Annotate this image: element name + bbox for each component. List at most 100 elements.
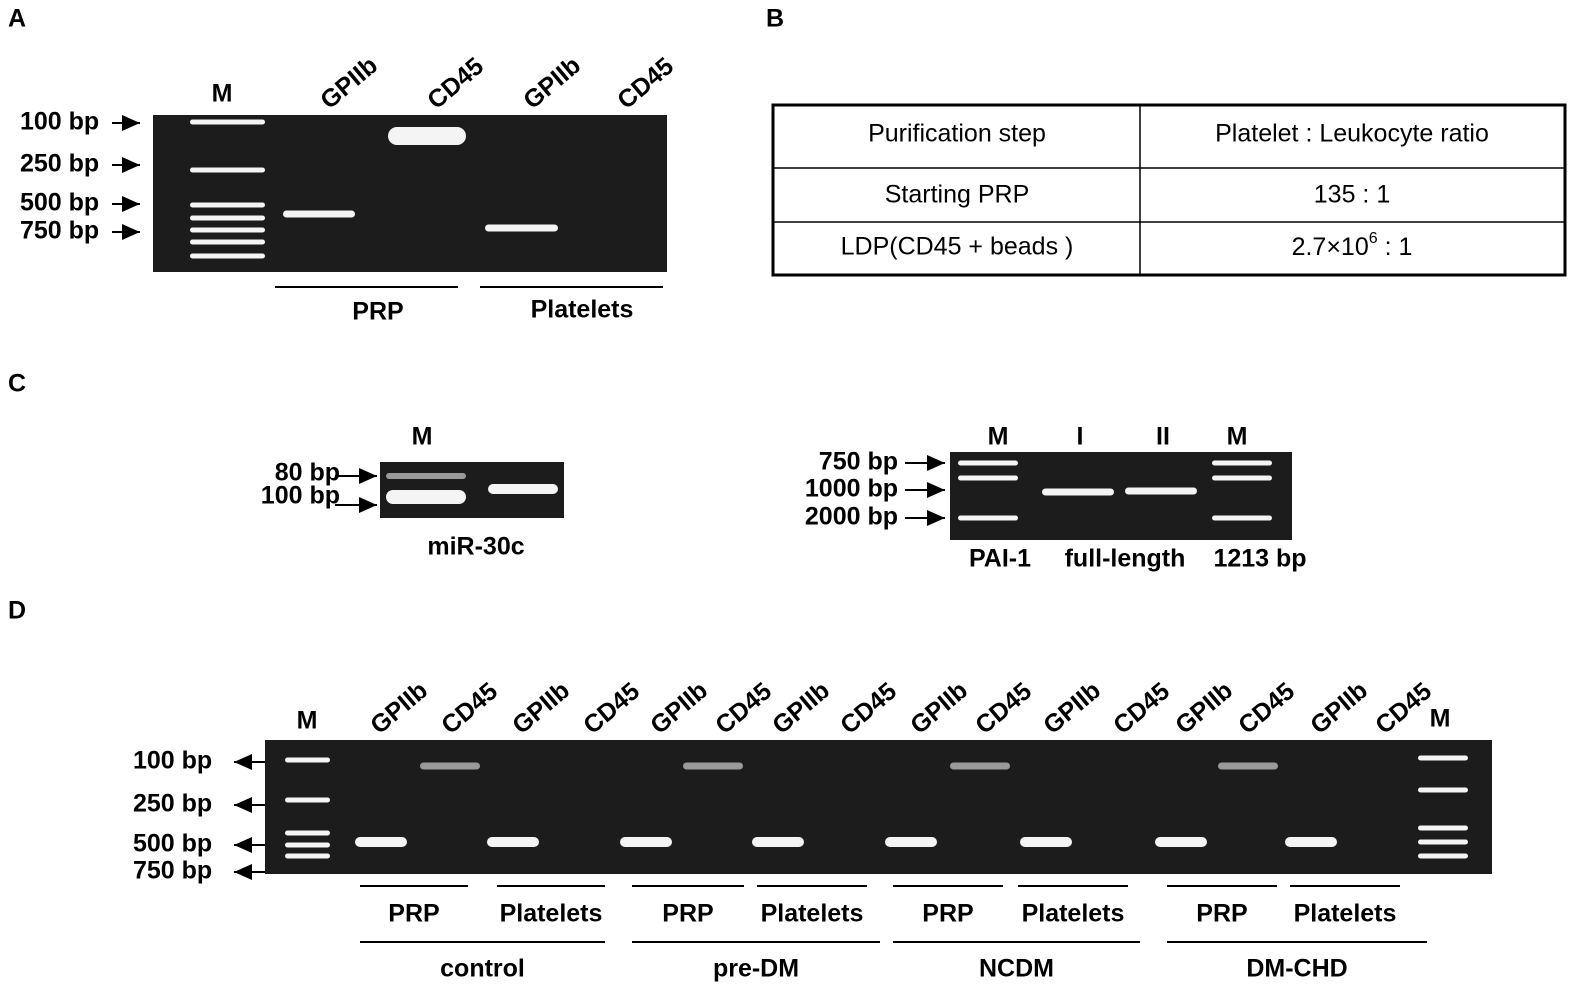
label: 500 bp xyxy=(20,189,99,217)
label: 1213 bp xyxy=(1213,545,1306,573)
band xyxy=(752,837,804,847)
cell-exponent: 6 xyxy=(1369,230,1378,247)
band xyxy=(355,837,407,847)
band xyxy=(950,762,1010,770)
band xyxy=(1418,853,1468,859)
label: M xyxy=(1430,705,1451,733)
gel-d xyxy=(265,740,1492,874)
table-cell: LDP(CD45 + beads ) xyxy=(841,233,1074,261)
band xyxy=(620,837,672,847)
label: GPIIb xyxy=(645,676,713,739)
band xyxy=(958,515,1018,521)
band xyxy=(1212,460,1272,466)
label: 1000 bp xyxy=(805,475,898,503)
label: CD45 xyxy=(970,677,1037,740)
band xyxy=(1125,487,1197,495)
label: II xyxy=(1156,423,1170,451)
band xyxy=(885,837,937,847)
label: 2000 bp xyxy=(805,503,898,531)
label: Platelets xyxy=(500,900,603,928)
band xyxy=(1212,515,1272,521)
label: CD45 xyxy=(612,52,679,115)
label: full-length xyxy=(1065,545,1186,573)
band xyxy=(285,830,330,836)
label: 500 bp xyxy=(133,830,212,858)
label: CD45 xyxy=(422,52,489,115)
band xyxy=(285,757,330,763)
label: GPIIb xyxy=(365,676,433,739)
label: CD45 xyxy=(1108,677,1175,740)
label: PRP xyxy=(352,298,403,326)
label: GPIIb xyxy=(315,51,383,114)
band xyxy=(190,215,265,221)
label: control xyxy=(440,955,525,983)
band xyxy=(190,239,265,245)
band xyxy=(1020,837,1072,847)
label: 100 bp xyxy=(133,747,212,775)
label: 250 bp xyxy=(133,790,212,818)
label: M xyxy=(1227,423,1248,451)
label: GPIIb xyxy=(507,676,575,739)
label: Platelets xyxy=(1294,900,1397,928)
label: D xyxy=(8,597,26,625)
label: CD45 xyxy=(1233,677,1300,740)
band xyxy=(1218,762,1278,770)
label: PRP xyxy=(1196,900,1247,928)
table-header: Purification step xyxy=(868,120,1046,148)
table-header: Platelet : Leukocyte ratio xyxy=(1215,120,1489,148)
band xyxy=(958,460,1018,466)
table-b: Purification step Platelet : Leukocyte r… xyxy=(771,103,1567,277)
band xyxy=(485,224,558,232)
label: C xyxy=(8,370,26,398)
band xyxy=(683,762,743,770)
band xyxy=(190,119,265,125)
label: GPIIb xyxy=(518,51,586,114)
band xyxy=(190,227,265,233)
label: 100 bp xyxy=(20,108,99,136)
label: CD45 xyxy=(436,677,503,740)
band xyxy=(1285,837,1337,847)
band xyxy=(1418,825,1468,831)
label: I xyxy=(1077,423,1084,451)
label: GPIIb xyxy=(1038,676,1106,739)
label: PAI-1 xyxy=(969,545,1031,573)
table-cell: 2.7×106 : 1 xyxy=(1292,230,1413,260)
label: Platelets xyxy=(531,296,634,324)
band xyxy=(958,475,1018,481)
label: GPIIb xyxy=(1305,676,1373,739)
gel-c-right xyxy=(950,452,1292,540)
label: GPIIb xyxy=(905,676,973,739)
cell-rest: : 1 xyxy=(1378,233,1413,261)
band xyxy=(388,127,466,145)
label: miR-30c xyxy=(427,533,524,561)
band xyxy=(1418,755,1468,761)
label: 750 bp xyxy=(819,448,898,476)
label: PRP xyxy=(388,900,439,928)
band xyxy=(1212,475,1272,481)
band xyxy=(1418,839,1468,845)
label: M xyxy=(212,80,233,108)
label: CD45 xyxy=(1370,677,1437,740)
band xyxy=(487,837,539,847)
label: M xyxy=(412,423,433,451)
table-cell: Starting PRP xyxy=(885,181,1030,209)
cell-base: 2.7×10 xyxy=(1292,233,1369,261)
label: M xyxy=(988,423,1009,451)
label: pre-DM xyxy=(713,955,799,983)
band xyxy=(190,253,265,259)
band xyxy=(1042,488,1114,496)
label: 750 bp xyxy=(133,857,212,885)
band xyxy=(285,797,330,803)
label: M xyxy=(297,707,318,735)
label: NCDM xyxy=(979,955,1054,983)
label: GPIIb xyxy=(767,676,835,739)
label: 250 bp xyxy=(20,150,99,178)
label: CD45 xyxy=(578,677,645,740)
band xyxy=(386,490,466,504)
label: CD45 xyxy=(710,677,777,740)
label: A xyxy=(8,5,26,33)
label: GPIIb xyxy=(1170,676,1238,739)
label: 80 bp xyxy=(275,459,340,487)
label: 100 bp xyxy=(261,482,340,510)
